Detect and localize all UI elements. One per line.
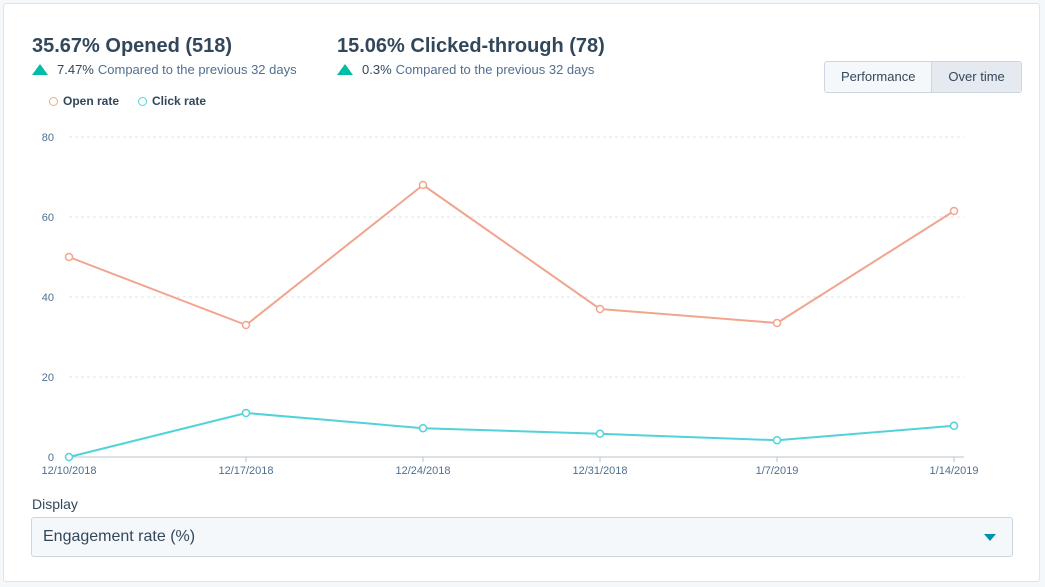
trend-up-icon — [32, 64, 48, 75]
clicked-change: 0.3% — [362, 62, 392, 77]
display-select[interactable]: Engagement rate (%) — [31, 517, 1013, 557]
y-tick-label: 40 — [42, 292, 54, 304]
opened-comparison: 7.47% Compared to the previous 32 days — [32, 62, 297, 77]
x-tick-label: 12/17/2018 — [218, 465, 273, 477]
open-rate-point — [418, 180, 428, 190]
y-tick-label: 0 — [48, 452, 54, 464]
over-time-button[interactable]: Over time — [931, 62, 1021, 92]
click-rate-point — [64, 452, 74, 462]
click-rate-point — [418, 423, 428, 433]
click-rate-point — [241, 408, 251, 418]
click-rate-point — [949, 421, 959, 431]
y-tick-label: 80 — [42, 132, 54, 144]
y-tick-label: 20 — [42, 372, 54, 384]
open-rate-point — [595, 304, 605, 314]
click-rate-point — [595, 429, 605, 439]
clicked-compare-text: Compared to the previous 32 days — [395, 62, 595, 77]
clicked-stat: 15.06% Clicked-through (78) 0.3% Compare… — [337, 34, 605, 77]
chart-legend: Open rate Click rate — [49, 94, 225, 108]
open-rate-point — [64, 252, 74, 262]
clicked-headline: 15.06% Clicked-through (78) — [337, 35, 605, 57]
open-rate-point — [772, 318, 782, 328]
legend-open-rate[interactable]: Open rate — [49, 94, 119, 108]
trend-up-icon — [337, 64, 353, 75]
open-rate-point — [241, 320, 251, 330]
click-rate-marker-icon — [138, 96, 148, 106]
click-rate-line — [68, 412, 955, 458]
opened-change: 7.47% — [57, 62, 94, 77]
x-tick-label: 1/14/2019 — [930, 465, 979, 477]
x-tick-label: 1/7/2019 — [756, 465, 799, 477]
clicked-comparison: 0.3% Compared to the previous 32 days — [337, 62, 605, 77]
open-rate-point — [949, 206, 959, 216]
click-rate-point — [772, 435, 782, 445]
opened-stat: 35.67% Opened (518) 7.47% Compared to th… — [32, 34, 297, 77]
display-selected-value: Engagement rate (%) — [43, 528, 196, 545]
line-chart: 0 20 40 60 80 12/10/2018 12/17/2018 12/24/2018 1… — [41, 132, 979, 477]
x-tick-label: 12/10/2018 — [41, 465, 96, 477]
y-tick-label: 60 — [42, 212, 54, 224]
legend-click-rate[interactable]: Click rate — [138, 94, 206, 108]
opened-compare-text: Compared to the previous 32 days — [97, 62, 297, 77]
x-tick-label: 12/24/2018 — [395, 465, 450, 477]
x-tick-label: 12/31/2018 — [572, 465, 627, 477]
display-label: Display — [32, 496, 78, 512]
view-toggle: Performance Over time — [824, 61, 1022, 93]
opened-headline: 35.67% Opened (518) — [32, 35, 233, 57]
open-rate-line — [68, 184, 955, 326]
legend-click-rate-label: Click rate — [152, 94, 207, 108]
legend-open-rate-label: Open rate — [63, 94, 120, 108]
performance-button[interactable]: Performance — [825, 62, 932, 92]
open-rate-marker-icon — [49, 96, 58, 106]
caret-down-icon — [984, 534, 996, 541]
engagement-card: 35.67% Opened (518) 7.47% Compared to th… — [3, 3, 1040, 582]
